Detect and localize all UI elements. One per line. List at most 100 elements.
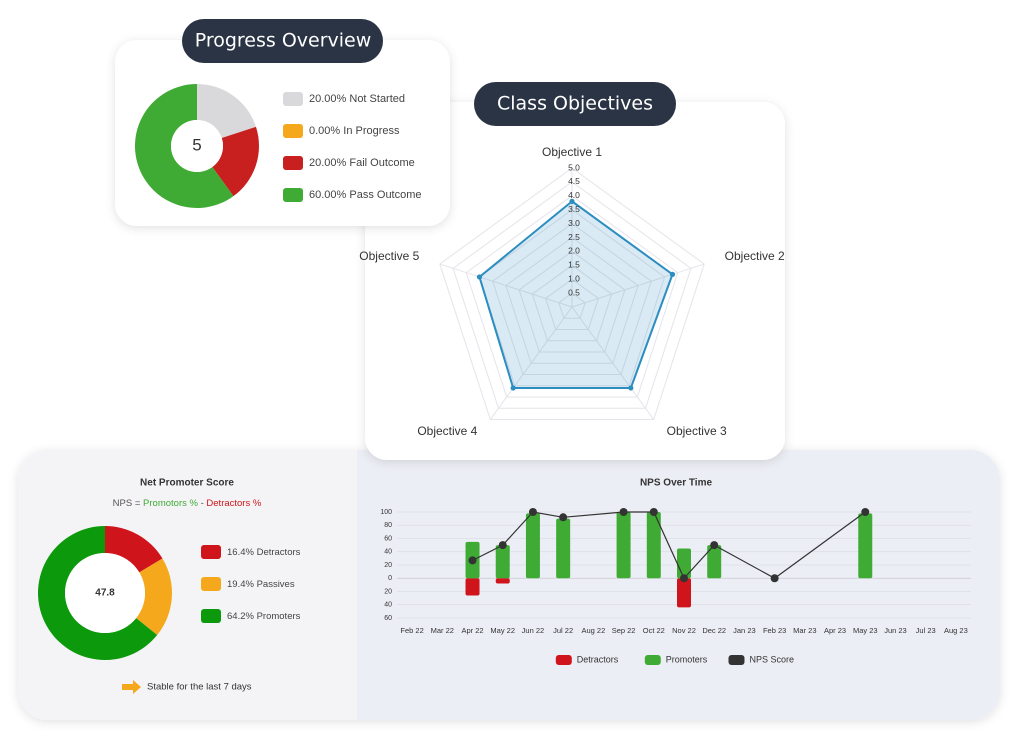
bar: [495, 545, 510, 579]
axis-label: Objective 3: [667, 424, 727, 438]
legend-swatch: [201, 545, 221, 559]
r-tick-label: 2.0: [568, 246, 580, 256]
axis-label: Objective 2: [725, 249, 785, 263]
x-tick-label: Sep 22: [612, 626, 636, 635]
slice: [37, 526, 158, 660]
badge: [182, 19, 383, 63]
y-tick-label: 40: [384, 549, 392, 556]
grid-ring: [492, 222, 652, 375]
legend-label: Detractors: [577, 654, 619, 664]
y-tick-label: 80: [384, 522, 392, 529]
legend-label: NPS Score: [750, 654, 795, 664]
legend-entry: 0.00% In Progress: [309, 125, 400, 137]
formula-prefix: NPS =: [113, 498, 141, 509]
grid-ring: [505, 236, 639, 364]
axis-label: Objective 5: [359, 249, 419, 263]
legend-entry: 64.2% Promoters: [227, 611, 301, 622]
legend-value: 64.2%: [227, 611, 254, 622]
legend-label: Promoters: [666, 654, 708, 664]
legend-entry: 20.00% Fail Outcome: [309, 157, 415, 169]
legend-swatch: [283, 92, 303, 106]
legend-value: 60.00%: [309, 189, 347, 201]
axis-label: Objective 4: [417, 424, 477, 438]
legend-swatch: [283, 188, 303, 202]
r-tick-label: 4.0: [568, 190, 580, 200]
y-tick-label: 0: [388, 575, 392, 582]
bar: [556, 518, 571, 579]
x-tick-label: Apr 22: [461, 626, 483, 635]
legend-entry: 60.00% Pass Outcome: [309, 189, 422, 201]
grid-ring: [478, 209, 666, 387]
x-tick-label: Jan 23: [733, 626, 756, 635]
bar: [858, 513, 873, 579]
legend-swatch: [201, 609, 221, 623]
score-point: [498, 541, 507, 550]
donut-hole: [171, 120, 223, 172]
legend-swatch: [728, 655, 745, 665]
x-tick-label: Mar 23: [793, 626, 816, 635]
spoke: [571, 306, 655, 420]
center-label: 5: [192, 135, 201, 154]
score-point: [710, 541, 719, 550]
r-tick-label: 1.0: [568, 273, 580, 283]
score-point: [619, 508, 628, 516]
nps-title: Net Promoter Score: [140, 478, 234, 489]
bar: [677, 578, 691, 608]
x-tick-label: Jul 23: [916, 626, 936, 635]
radar-point: [510, 385, 516, 391]
x-tick-label: Aug 23: [944, 626, 968, 635]
slice: [212, 126, 259, 197]
trend-note: Stable for the last 7 days: [147, 682, 252, 693]
formula-promoters: Promotors %: [143, 498, 198, 509]
y-tick-label: 100: [380, 509, 392, 516]
legend-label: Pass Outcome: [349, 189, 421, 201]
grid-ring: [439, 167, 705, 420]
grid-ring: [531, 264, 613, 342]
badge: [474, 82, 676, 126]
radar-point: [669, 271, 676, 277]
score-point: [468, 556, 477, 565]
y-tick-label: 20: [384, 562, 392, 569]
legend-label: Detractors: [257, 547, 301, 558]
bar: [495, 578, 510, 584]
grid-ring: [544, 278, 600, 330]
score-line: [472, 511, 866, 580]
formula-minus: -: [201, 498, 204, 509]
slice: [197, 84, 256, 138]
grid-ring: [558, 292, 586, 319]
legend-label: Passives: [257, 579, 295, 590]
spoke: [439, 263, 573, 308]
legend-swatch: [283, 156, 303, 170]
legend-entry: 19.4% Passives: [227, 579, 295, 590]
x-tick-label: Mar 22: [431, 626, 454, 635]
x-tick-label: Aug 22: [581, 626, 605, 635]
radar-point: [569, 198, 575, 204]
progress-card: Progress Overview 20.00% Not Started 0.00…: [115, 19, 450, 226]
slice: [134, 84, 234, 209]
nps-panel: Net Promoter Score NPS = Promotors % - D…: [18, 450, 1000, 720]
slice: [136, 558, 172, 636]
axis-label: Objective 1: [542, 145, 602, 159]
spoke: [571, 263, 705, 308]
nps-time-title: NPS Over Time: [640, 478, 713, 489]
r-tick-label: 3.0: [568, 218, 580, 228]
bar: [646, 512, 661, 579]
r-tick-label: 4.5: [568, 176, 580, 186]
score-point: [559, 513, 568, 522]
legend-entry: 20.00% Not Started: [309, 93, 405, 105]
x-tick-label: May 22: [490, 626, 515, 635]
score-point: [680, 574, 688, 583]
legend-value: 20.00%: [309, 157, 347, 169]
y-tick-label: 60: [384, 615, 392, 622]
legend-label: Promoters: [257, 611, 301, 622]
x-tick-label: Feb 23: [763, 626, 786, 635]
legend-swatch: [555, 655, 572, 665]
score-point: [861, 508, 870, 516]
score-point: [770, 574, 779, 583]
x-tick-label: Jun 23: [884, 626, 907, 635]
center-label: 47.8: [95, 588, 115, 599]
grid-ring: [452, 181, 692, 409]
bar: [616, 512, 631, 579]
slice: [105, 526, 163, 573]
